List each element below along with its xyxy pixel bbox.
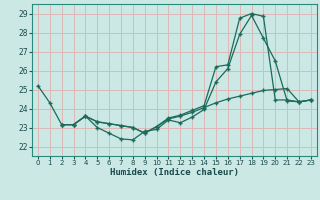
- X-axis label: Humidex (Indice chaleur): Humidex (Indice chaleur): [110, 168, 239, 177]
